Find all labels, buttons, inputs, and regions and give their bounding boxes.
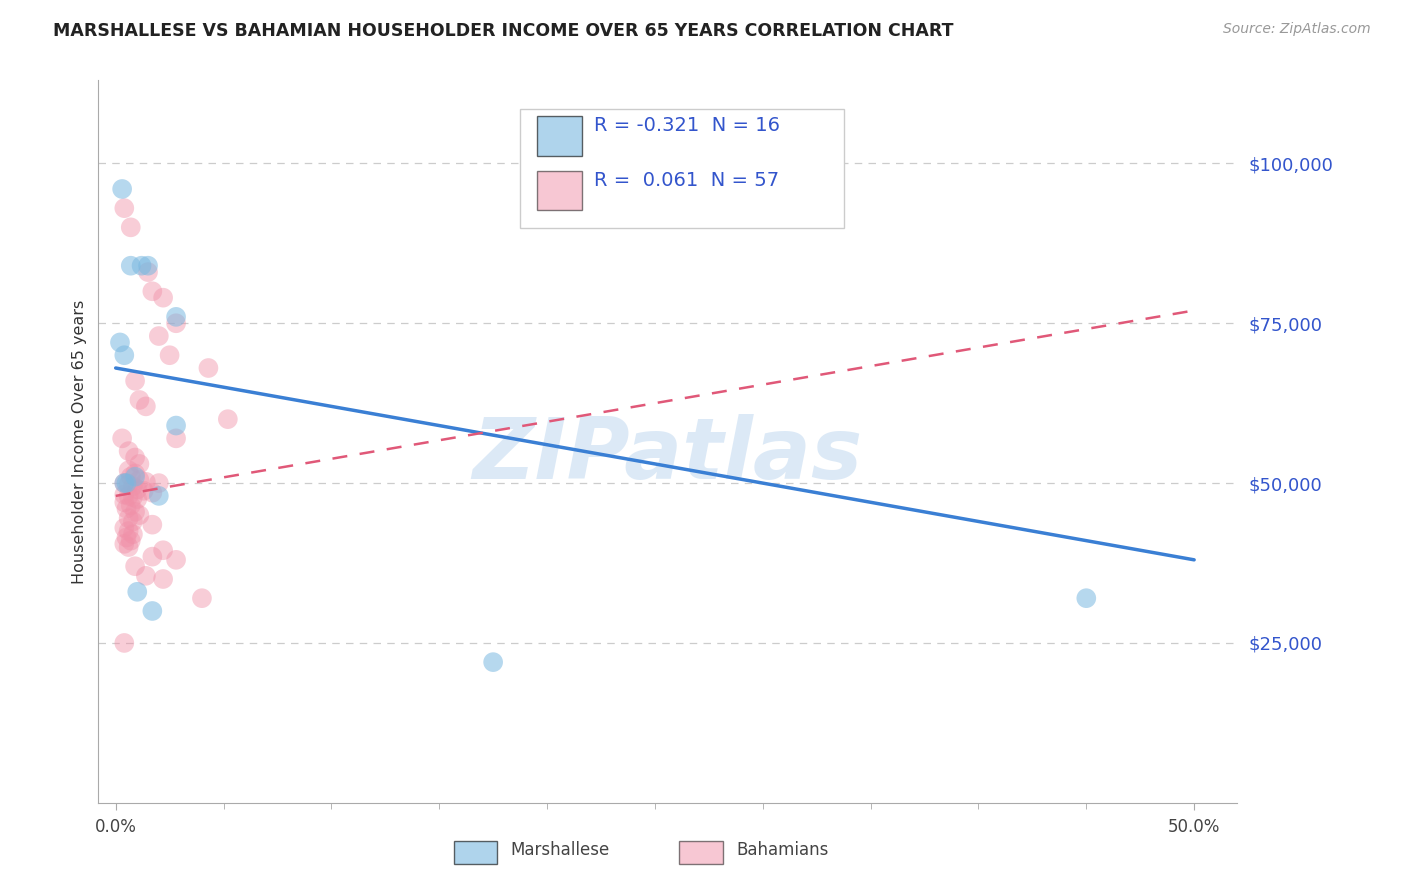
Point — [128, 473, 150, 487]
Point — [124, 505, 146, 519]
Point — [117, 489, 139, 503]
Text: Marshallese: Marshallese — [510, 841, 610, 859]
Point — [141, 604, 163, 618]
Point — [115, 531, 138, 545]
Point — [141, 549, 163, 564]
Point — [112, 487, 135, 501]
Point — [112, 476, 135, 491]
Point — [120, 220, 142, 235]
Text: ZIPatlas: ZIPatlas — [472, 415, 863, 498]
Point — [141, 285, 163, 299]
Point — [112, 521, 135, 535]
Point — [127, 492, 149, 507]
Point — [152, 572, 174, 586]
Y-axis label: Householder Income Over 65 years: Householder Income Over 65 years — [72, 300, 87, 583]
Text: Source: ZipAtlas.com: Source: ZipAtlas.com — [1223, 22, 1371, 37]
FancyBboxPatch shape — [537, 117, 582, 156]
Point — [111, 431, 134, 445]
Point — [131, 259, 153, 273]
Point — [127, 584, 149, 599]
Point — [132, 483, 155, 498]
Point — [127, 483, 149, 497]
Point — [122, 527, 145, 541]
Point — [197, 361, 219, 376]
Point — [124, 469, 146, 483]
Point — [148, 489, 170, 503]
Point — [135, 569, 157, 583]
Point — [112, 348, 135, 362]
Point — [152, 543, 174, 558]
Text: Bahamians: Bahamians — [737, 841, 828, 859]
Text: MARSHALLESE VS BAHAMIAN HOUSEHOLDER INCOME OVER 65 YEARS CORRELATION CHART: MARSHALLESE VS BAHAMIAN HOUSEHOLDER INCO… — [53, 22, 953, 40]
Point — [191, 591, 214, 606]
Point — [124, 450, 146, 465]
Point — [112, 201, 135, 215]
Point — [120, 499, 142, 513]
FancyBboxPatch shape — [537, 170, 582, 211]
Text: R =  0.061  N = 57: R = 0.061 N = 57 — [593, 170, 779, 190]
Point — [148, 476, 170, 491]
Point — [141, 517, 163, 532]
Point — [117, 511, 139, 525]
Point — [217, 412, 239, 426]
Point — [112, 537, 135, 551]
Point — [165, 310, 187, 324]
FancyBboxPatch shape — [454, 841, 498, 864]
Point — [120, 533, 142, 548]
Point — [117, 540, 139, 554]
Point — [159, 348, 181, 362]
Point — [115, 501, 138, 516]
Point — [117, 444, 139, 458]
Point — [165, 418, 187, 433]
Point — [124, 559, 146, 574]
FancyBboxPatch shape — [520, 109, 845, 228]
Point — [165, 431, 187, 445]
Point — [124, 467, 146, 481]
Point — [112, 636, 135, 650]
Point — [136, 265, 159, 279]
Point — [122, 515, 145, 529]
FancyBboxPatch shape — [679, 841, 723, 864]
Point — [128, 392, 150, 407]
Point — [148, 329, 170, 343]
Point — [112, 495, 135, 509]
Point — [141, 485, 163, 500]
Point — [482, 655, 505, 669]
Text: R = -0.321  N = 16: R = -0.321 N = 16 — [593, 117, 780, 136]
Point — [108, 335, 131, 350]
Point — [135, 475, 157, 489]
Point — [1076, 591, 1098, 606]
Point — [122, 479, 145, 493]
Point — [128, 508, 150, 522]
Point — [120, 469, 142, 483]
Point — [111, 182, 134, 196]
Point — [115, 476, 138, 491]
Point — [165, 316, 187, 330]
Point — [117, 463, 139, 477]
Point — [165, 553, 187, 567]
Point — [136, 259, 159, 273]
Point — [135, 400, 157, 414]
Point — [122, 490, 145, 504]
Point — [120, 259, 142, 273]
Point — [117, 477, 139, 491]
Point — [124, 374, 146, 388]
Point — [152, 291, 174, 305]
Point — [112, 476, 135, 491]
Point — [117, 524, 139, 538]
Point — [128, 457, 150, 471]
